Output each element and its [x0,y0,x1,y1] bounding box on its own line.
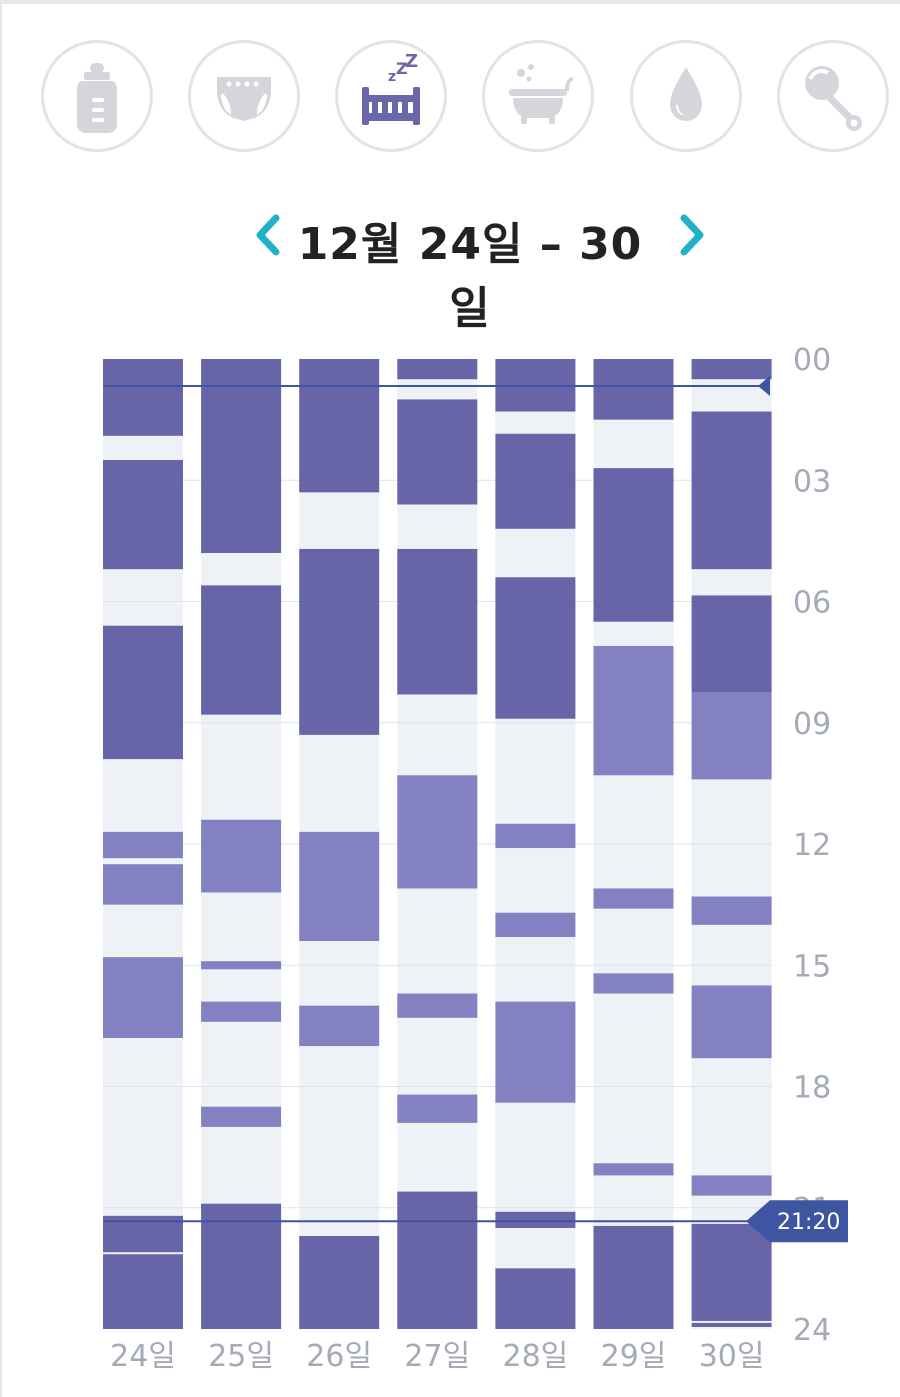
night-sleep-bar [201,1203,282,1329]
day-label: 24일 [110,1339,176,1374]
nap-bar [495,823,576,849]
sleep-category-button[interactable]: z Z Z [335,40,447,152]
water-drop-icon [670,67,702,121]
current-time-label: 21:20 [777,1210,840,1235]
night-sleep-bar [103,1254,183,1329]
medicine-category-button[interactable] [630,40,742,152]
night-sleep-bar [103,460,183,570]
y-tick-label: 24 [793,1313,831,1348]
night-sleep-bar [495,433,576,529]
date-navigation: 12월 24일 – 30일 [0,200,900,334]
nap-bar [691,1175,772,1196]
day-label: 27일 [404,1339,470,1374]
baby-bottle-icon [77,63,117,133]
y-tick-label: 18 [793,1071,831,1106]
y-tick-label: 06 [793,586,831,621]
y-tick-label: 03 [793,464,831,499]
bath-category-button[interactable] [482,40,594,152]
chevron-right-icon [680,214,704,256]
svg-text:Z: Z [405,51,418,72]
night-sleep-bar [299,548,380,735]
night-sleep-bar [593,359,674,420]
nap-bar [299,1005,380,1047]
left-divider [0,0,2,1397]
next-week-button[interactable] [672,210,712,260]
sleep-crib-icon: z Z Z [362,51,420,125]
night-sleep-bar [691,1223,772,1321]
night-sleep-bar [691,595,772,693]
nap-bar [201,819,282,893]
nap-bar [103,831,183,859]
day-label: 26일 [306,1339,372,1374]
nap-bar [299,831,380,941]
diaper-icon [217,77,271,121]
diaper-category-button[interactable] [188,40,300,152]
night-sleep-bar [691,359,772,380]
night-sleep-bar [495,577,576,719]
nap-bar [103,864,183,905]
night-sleep-bar [201,585,282,715]
nap-bar [495,1001,576,1103]
night-sleep-bar [495,1211,576,1228]
nap-bar [593,973,674,994]
night-sleep-bar [299,1236,380,1329]
y-tick-label: 15 [793,949,831,984]
date-range-title: 12월 24일 – 30일 [297,219,643,334]
midnight-marker [758,375,770,396]
night-sleep-bar [299,359,380,493]
nap-bar [397,993,478,1018]
previous-week-button[interactable] [248,210,288,260]
day-label: 25일 [208,1339,274,1374]
chevron-left-icon [256,214,280,256]
rattle-icon [805,66,862,131]
nap-bar [593,888,674,909]
night-sleep-bar [593,468,674,622]
nap-bar [691,692,772,780]
nap-bar [495,912,576,937]
day-label: 30일 [699,1339,765,1374]
bathtub-icon [509,64,573,124]
nap-bar [201,1001,282,1022]
day-label: 28일 [503,1339,569,1374]
y-tick-label: 09 [793,707,831,742]
nap-bar [201,1106,282,1127]
nap-bar [593,645,674,776]
night-sleep-bar [691,411,772,570]
night-sleep-bar [593,1225,674,1329]
svg-text:z: z [388,69,396,85]
night-sleep-bar [397,399,478,505]
night-sleep-bar [397,548,478,695]
night-sleep-bar [201,359,282,553]
nap-bar [691,896,772,925]
category-selector: z Z Z [0,0,900,160]
nap-bar [103,957,183,1038]
feeding-category-button[interactable] [41,40,153,152]
night-sleep-bar [397,359,478,380]
night-sleep-bar [691,1322,772,1327]
night-sleep-bar [103,359,183,436]
play-category-button[interactable] [777,40,889,152]
nap-bar [397,1094,478,1123]
y-tick-label: 00 [793,343,831,378]
nap-bar [593,1163,674,1176]
nap-bar [691,985,772,1059]
night-sleep-bar [103,625,183,760]
day-label: 29일 [601,1339,667,1374]
y-tick-label: 12 [793,828,831,863]
current-time-badge [746,1200,848,1243]
top-divider [0,0,900,4]
nap-bar [397,775,478,889]
svg-text:Z: Z [396,59,408,78]
nap-bar [201,961,282,970]
night-sleep-bar [397,1191,478,1329]
night-sleep-bar [495,1268,576,1329]
